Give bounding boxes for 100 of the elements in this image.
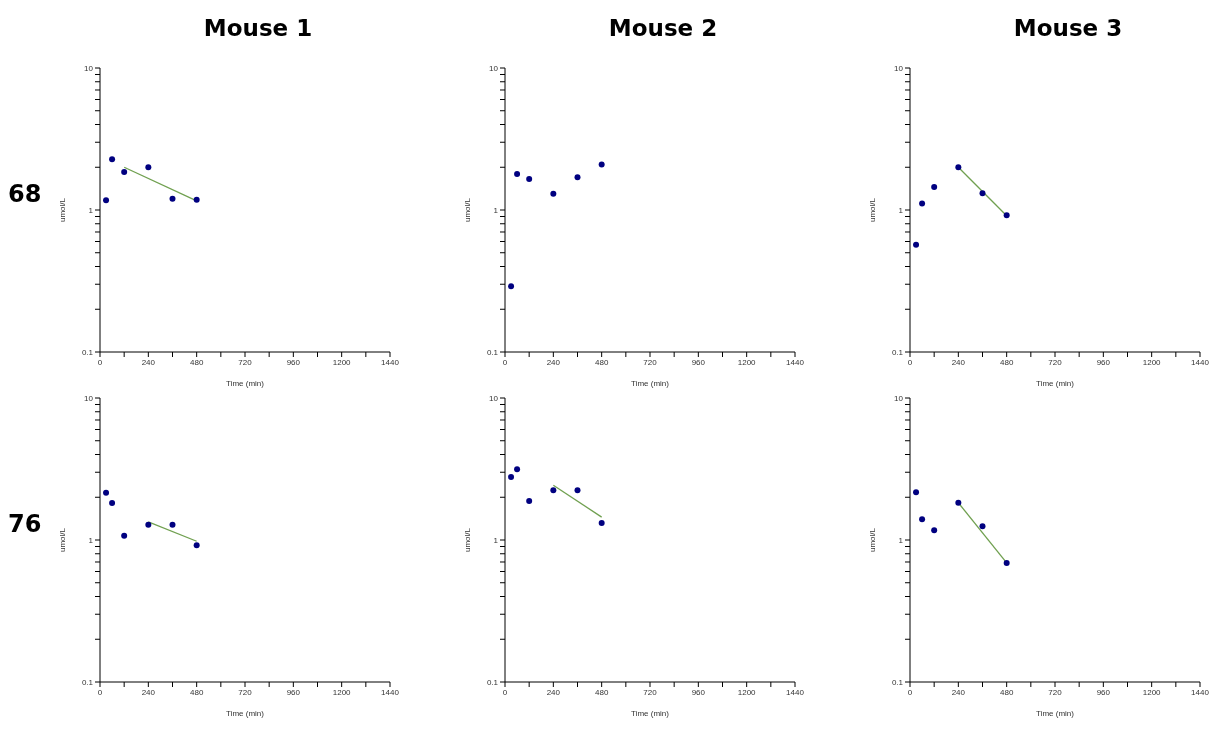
x-tick-label: 720 (1048, 357, 1063, 367)
y-tick-label: 0.1 (81, 347, 94, 357)
x-tick-label: 720 (1048, 687, 1063, 697)
x-tick-label: 240 (546, 357, 561, 367)
x-tick-label: 1440 (786, 687, 805, 697)
point (526, 176, 533, 183)
y-tick-label: 0.1 (486, 347, 499, 357)
x-tick-label: 240 (141, 357, 156, 367)
x-tick-label: 1200 (332, 357, 352, 367)
y-tick-label: 1 (88, 205, 94, 215)
point (193, 542, 200, 549)
x-tick-label: 1200 (737, 357, 757, 367)
y-tick-label: 10 (894, 393, 904, 403)
y-tick-label: 10 (489, 393, 499, 403)
point (550, 190, 557, 197)
chart-title: Mouse 2 (607, 14, 719, 43)
x-tick-label: 720 (643, 357, 658, 367)
x-tick-label: 720 (238, 687, 253, 697)
point (169, 521, 176, 528)
point (121, 169, 128, 176)
x-tick-label: 480 (189, 357, 204, 367)
x-tick-label: 1200 (1142, 357, 1162, 367)
x-tick-label: 0 (97, 357, 103, 367)
x-tick-label: 1440 (381, 687, 400, 697)
x-axis-title: Time (min) (1036, 379, 1075, 388)
point (103, 489, 110, 496)
point (979, 190, 986, 197)
point (145, 521, 152, 528)
point (1003, 212, 1010, 219)
point (103, 197, 110, 204)
x-axis-title: Time (min) (631, 379, 670, 388)
point (919, 200, 926, 207)
x-tick-label: 1440 (1191, 687, 1210, 697)
x-tick-label: 480 (999, 687, 1014, 697)
y-axis-title: umol/L (867, 197, 877, 223)
chart-title: Mouse 3 (1012, 14, 1124, 43)
x-tick-label: 1200 (1142, 687, 1162, 697)
point (931, 527, 938, 534)
x-axis-title: Time (min) (226, 379, 265, 388)
point (169, 195, 176, 202)
x-tick-label: 240 (951, 687, 966, 697)
y-tick-label: 10 (84, 393, 94, 403)
x-tick-label: 1440 (1191, 357, 1210, 367)
text: 76 (8, 510, 42, 538)
x-tick-label: 480 (999, 357, 1014, 367)
y-tick-label: 1 (898, 535, 904, 545)
point (919, 516, 926, 523)
x-tick-label: 0 (907, 357, 913, 367)
x-axis-title: Time (min) (631, 709, 670, 718)
point (508, 283, 515, 290)
point (109, 500, 116, 507)
x-tick-label: 960 (691, 687, 706, 697)
y-tick-label: 10 (894, 63, 904, 73)
point (574, 174, 581, 181)
x-axis-title: Time (min) (1036, 709, 1075, 718)
y-tick-label: 0.1 (486, 677, 499, 687)
x-tick-label: 1200 (737, 687, 757, 697)
x-tick-label: 0 (502, 357, 508, 367)
y-axis-title: umol/L (57, 527, 67, 553)
y-tick-label: 10 (489, 63, 499, 73)
x-tick-label: 1200 (332, 687, 352, 697)
point (1003, 559, 1010, 566)
point (508, 473, 515, 480)
point (931, 184, 938, 191)
point (598, 519, 605, 526)
point (109, 156, 116, 163)
y-axis-title: umol/L (57, 197, 67, 223)
x-tick-label: 960 (286, 357, 301, 367)
point (514, 466, 521, 473)
point (145, 164, 152, 171)
y-tick-label: 0.1 (891, 677, 904, 687)
x-tick-label: 240 (546, 687, 561, 697)
y-tick-label: 1 (88, 535, 94, 545)
x-tick-label: 0 (907, 687, 913, 697)
point (913, 241, 920, 248)
x-tick-label: 1440 (786, 357, 805, 367)
point (955, 499, 962, 506)
x-tick-label: 240 (951, 357, 966, 367)
text: 68 (8, 180, 42, 208)
x-tick-label: 960 (1096, 687, 1111, 697)
x-tick-label: 720 (238, 357, 253, 367)
x-tick-label: 480 (189, 687, 204, 697)
x-tick-label: 0 (97, 687, 103, 697)
x-tick-label: 240 (141, 687, 156, 697)
y-tick-label: 0.1 (891, 347, 904, 357)
chart-title: Mouse 1 (202, 14, 314, 43)
x-tick-label: 1440 (381, 357, 400, 367)
point (550, 487, 557, 494)
x-tick-label: 720 (643, 687, 658, 697)
x-tick-label: 480 (594, 687, 609, 697)
point (526, 498, 533, 505)
point (574, 487, 581, 494)
x-tick-label: 480 (594, 357, 609, 367)
x-tick-label: 0 (502, 687, 508, 697)
point (979, 523, 986, 530)
x-tick-label: 960 (691, 357, 706, 367)
point (121, 532, 128, 539)
y-tick-label: 1 (898, 205, 904, 215)
y-axis-title: umol/L (867, 527, 877, 553)
point (598, 161, 605, 168)
